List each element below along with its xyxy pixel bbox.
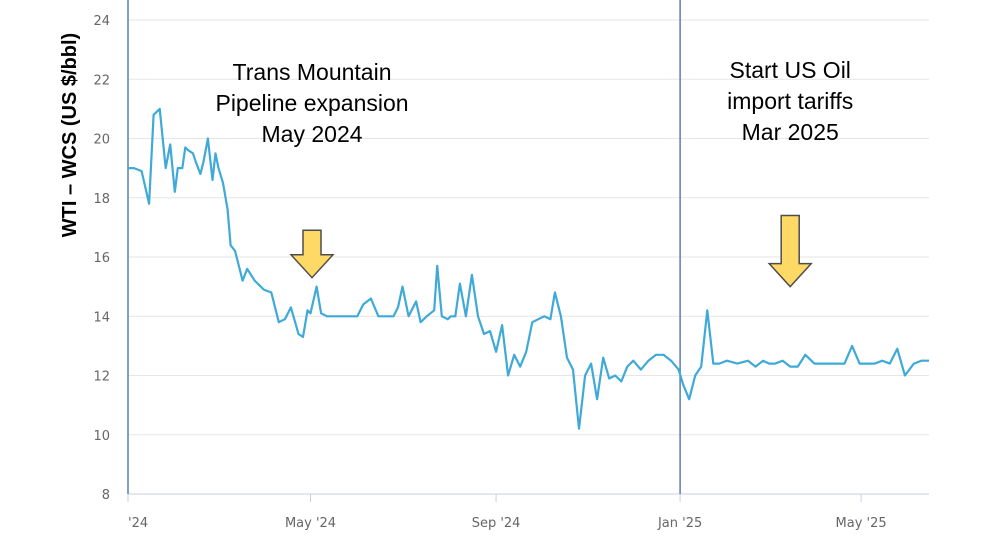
gridlines: [128, 19, 929, 436]
y-tick-label: 16: [93, 251, 110, 266]
annotations: Trans Mountain Pipeline expansion May 2024…: [215, 57, 853, 288]
x-tick-label: Jan '25: [657, 516, 702, 531]
y-tick-label: 10: [93, 429, 110, 444]
y-tick-label: 20: [93, 133, 110, 148]
x-tick-label: '24: [128, 516, 148, 531]
down-arrow-icon: [289, 229, 335, 279]
series: [128, 107, 929, 430]
x-tick-label: May '25: [836, 516, 887, 531]
annotation-text: Mar 2025: [742, 119, 839, 145]
y-tick-label: 12: [93, 370, 110, 385]
x-axis: '24 May '24 Sep '24 Jan '25 May '25: [127, 493, 929, 531]
y-tick-label: 22: [93, 73, 110, 88]
annotation-text: May 2024: [262, 121, 363, 147]
annotation-text: import tariffs: [727, 88, 853, 114]
series-line: [128, 107, 929, 430]
annotation-text: Trans Mountain: [233, 59, 392, 85]
y-tick-label: 14: [93, 310, 110, 325]
y-tick-label: 24: [93, 14, 110, 29]
annotation-text: Pipeline expansion: [215, 90, 408, 116]
annotation-text: Start US Oil: [730, 57, 851, 83]
annotation: Trans Mountain Pipeline expansion May 2024: [215, 59, 409, 279]
x-tick-label: May '24: [285, 516, 336, 531]
y-axis: 8 10 12 14 16 18 20 22 24: [93, 14, 110, 503]
down-arrow-icon: [767, 214, 813, 288]
vertical-markers: [127, 0, 681, 494]
annotation: Start US Oil import tariffs Mar 2025: [727, 57, 853, 288]
y-tick-label: 18: [93, 192, 110, 207]
y-axis-label: WTI – WCS (US $/bbl): [59, 33, 81, 237]
x-tick-label: Sep '24: [472, 516, 521, 531]
y-tick-label: 8: [102, 488, 110, 503]
